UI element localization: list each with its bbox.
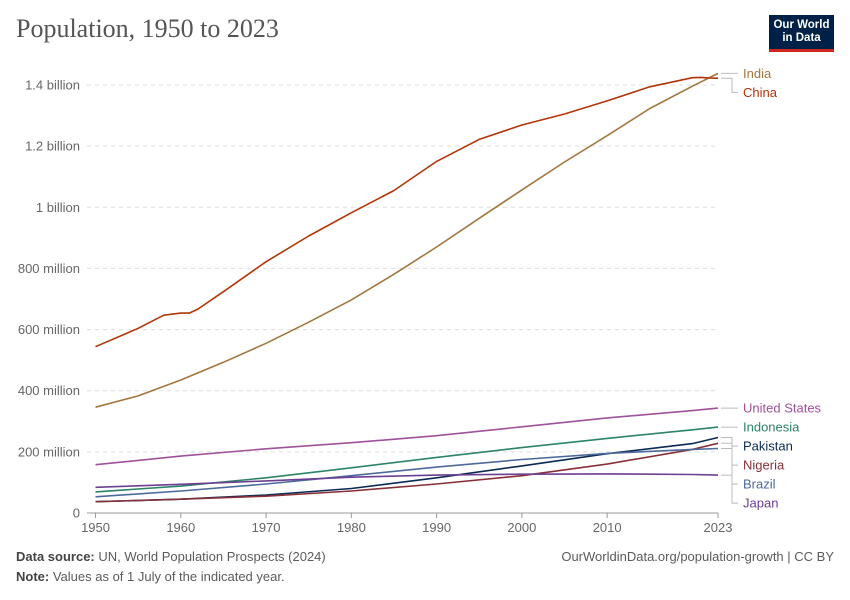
chart-title: Population, 1950 to 2023 bbox=[16, 14, 279, 43]
series-line-brazil[interactable] bbox=[95, 447, 719, 498]
series-labels: India China United States Indonesia Pakistan… bbox=[721, 66, 822, 511]
label-connector-japan bbox=[721, 474, 738, 504]
note: Note: Values as of 1 July of the indicat… bbox=[16, 569, 285, 584]
y-tick-label: 1.2 billion bbox=[25, 139, 80, 154]
series-label-nigeria[interactable]: Nigeria bbox=[743, 458, 785, 473]
x-tick-label: 2010 bbox=[593, 520, 622, 535]
owid-logo[interactable]: Our World in Data bbox=[769, 15, 834, 52]
y-axis-ticks: 0 200 million 400 million 600 million 800 mi… bbox=[18, 78, 80, 521]
x-axis: 1950 1960 1970 1980 1990 2000 2010 2023 bbox=[81, 512, 733, 535]
series-label-japan[interactable]: Japan bbox=[743, 496, 778, 511]
series-line-nigeria[interactable] bbox=[95, 442, 719, 503]
label-connector-brazil bbox=[721, 448, 738, 485]
x-tick-label: 1960 bbox=[166, 520, 195, 535]
x-tick-label: 1990 bbox=[422, 520, 451, 535]
data-source-text: UN, World Population Prospects (2024) bbox=[98, 549, 326, 564]
note-label: Note: bbox=[16, 569, 50, 584]
logo-line-2: in Data bbox=[782, 32, 821, 44]
y-tick-label: 200 million bbox=[18, 444, 80, 459]
y-tick-label: 800 million bbox=[18, 261, 80, 276]
data-source-label: Data source: bbox=[16, 549, 95, 564]
x-tick-label: 2000 bbox=[507, 520, 536, 535]
series-label-united-states[interactable]: United States bbox=[743, 401, 822, 416]
y-tick-label: 400 million bbox=[18, 383, 80, 398]
series-lines bbox=[95, 72, 719, 503]
series-line-india[interactable] bbox=[95, 72, 719, 408]
y-tick-label: 600 million bbox=[18, 322, 80, 337]
series-label-india[interactable]: India bbox=[743, 66, 772, 81]
series-label-brazil[interactable]: Brazil bbox=[743, 477, 776, 492]
y-tick-label: 1 billion bbox=[36, 200, 80, 215]
y-tick-label: 0 bbox=[73, 506, 80, 521]
label-connector-pakistan bbox=[721, 437, 738, 447]
x-tick-label: 2023 bbox=[704, 520, 733, 535]
y-tick-label: 1.4 billion bbox=[25, 78, 80, 93]
note-text: Values as of 1 July of the indicated yea… bbox=[52, 569, 285, 584]
series-line-china[interactable] bbox=[95, 76, 719, 348]
x-tick-label: 1980 bbox=[337, 520, 366, 535]
label-connector-china bbox=[721, 77, 738, 93]
series-label-china[interactable]: China bbox=[743, 85, 778, 100]
series-line-japan[interactable] bbox=[95, 473, 719, 489]
x-tick-label: 1970 bbox=[252, 520, 281, 535]
credit-link[interactable]: OurWorldinData.org/population-growth | C… bbox=[561, 549, 834, 564]
grid-lines bbox=[87, 84, 718, 453]
series-label-pakistan[interactable]: Pakistan bbox=[743, 439, 793, 454]
series-label-indonesia[interactable]: Indonesia bbox=[743, 420, 800, 435]
data-source: Data source: UN, World Population Prospe… bbox=[16, 549, 326, 564]
logo-line-1: Our World bbox=[773, 19, 830, 31]
x-tick-label: 1950 bbox=[81, 520, 110, 535]
series-line-united-states[interactable] bbox=[95, 407, 719, 466]
